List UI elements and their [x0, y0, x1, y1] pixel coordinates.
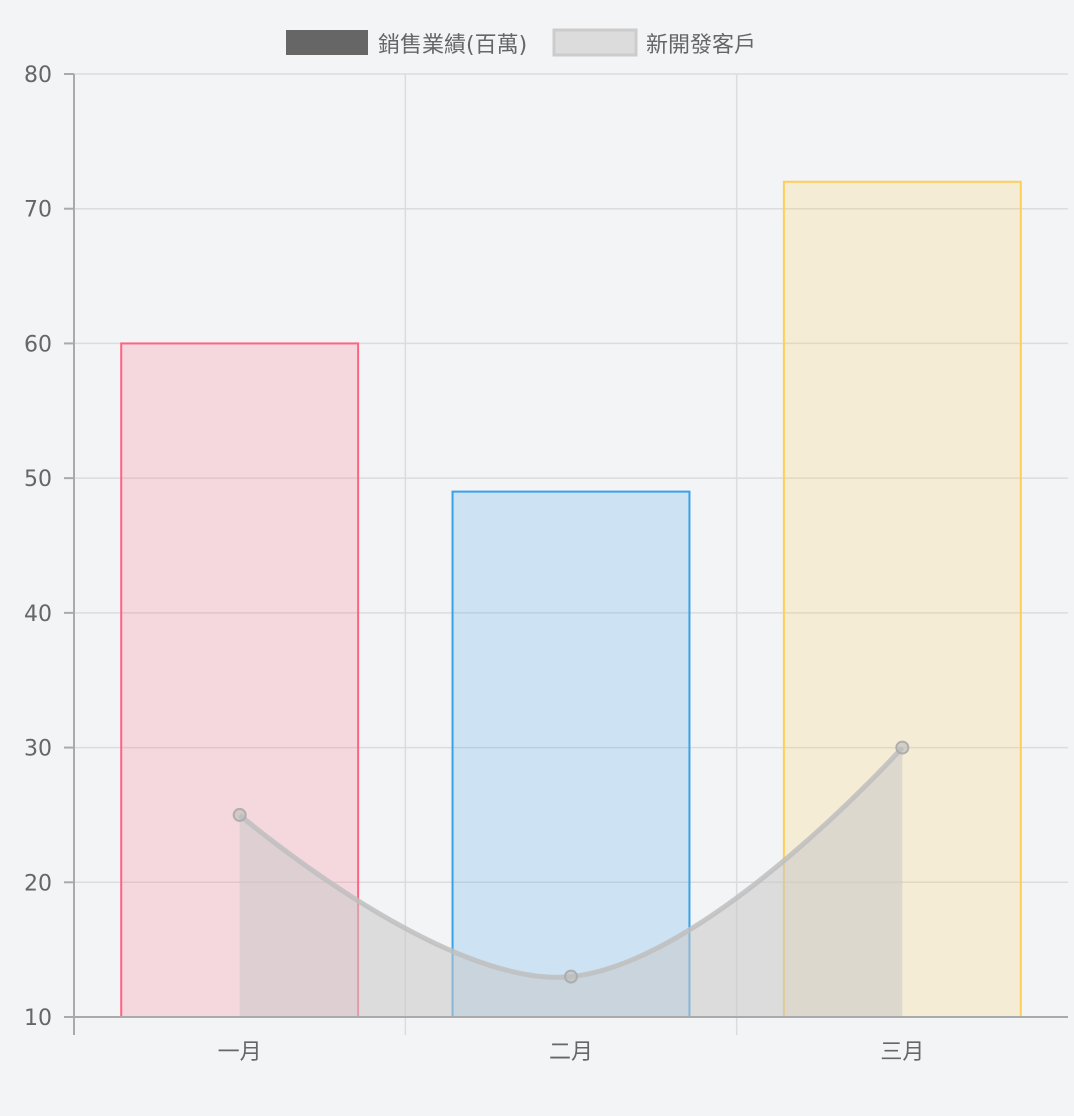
legend-item-sales[interactable]: 銷售業績(百萬) [286, 30, 527, 58]
x-tick-label: 三月 [880, 1040, 924, 1065]
legend-swatch-new-clients [552, 28, 638, 57]
line-point-2[interactable] [564, 969, 578, 984]
legend-label-sales: 銷售業績(百萬) [378, 33, 527, 58]
y-tick-label: 40 [24, 602, 52, 627]
legend-item-new-clients[interactable]: 新開發客戶 [552, 28, 756, 58]
bar-2[interactable] [451, 490, 691, 1019]
line-series [232, 740, 910, 1017]
line-point-1[interactable] [232, 807, 247, 822]
legend: 銷售業績(百萬) 新開發客戶 [286, 28, 756, 58]
y-tick-label: 70 [24, 198, 52, 223]
line-area-fill [239, 747, 903, 1017]
axes: 10 20 30 40 50 60 70 80 一月 二月 三月 [24, 63, 1068, 1065]
y-tick-label: 20 [24, 871, 52, 896]
y-tick-label: 50 [24, 467, 52, 492]
line-point-3[interactable] [895, 740, 910, 755]
x-tick-label: 一月 [218, 1040, 262, 1065]
y-tick-label: 80 [24, 63, 52, 88]
y-tick-label: 60 [24, 332, 52, 357]
x-tick-label: 二月 [549, 1040, 593, 1065]
y-tick-label: 30 [24, 737, 52, 762]
legend-swatch-sales [286, 30, 368, 55]
y-tick-label: 10 [24, 1006, 52, 1031]
legend-label-new-clients: 新開發客戶 [646, 33, 756, 58]
